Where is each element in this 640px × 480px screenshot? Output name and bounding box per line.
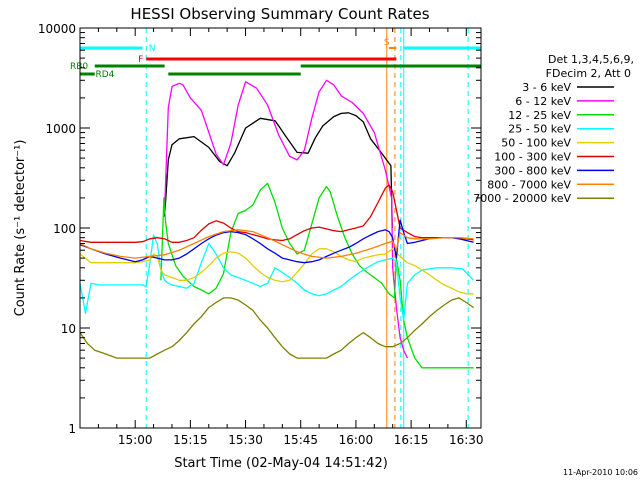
x-tick-label: 15:15 (173, 433, 208, 447)
legend-header-line-2: FDecim 2, Att 0 (546, 67, 631, 80)
series-line-100-300-kev (79, 184, 474, 243)
legend-label-7000-20000-kev: 7000 - 20000 keV (473, 192, 571, 205)
x-tick-label: 15:30 (228, 433, 263, 447)
y-tick-label: 1 (68, 422, 76, 436)
x-axis-label: Start Time (02-May-04 14:51:42) (174, 456, 388, 471)
generation-timestamp: 11-Apr-2010 10:06 (563, 468, 638, 477)
series-line-50-100-kev (79, 248, 474, 295)
legend-header-line-1: Det 1,3,4,5,6,9, (548, 53, 634, 66)
series-line-7000-20000-kev (79, 297, 474, 359)
x-tick-label: 15:45 (283, 433, 318, 447)
legend-label-3-6-kev: 3 - 6 keV (522, 81, 571, 94)
y-tick-label: 10 (61, 322, 76, 336)
series-line-25-50-kev (79, 234, 475, 321)
y-axis-label: Count Rate (s⁻¹ detector⁻¹) (13, 140, 28, 317)
x-tick-label: 16:15 (394, 433, 429, 447)
state-label-f: F (138, 55, 143, 65)
y-tick-label: 100 (53, 222, 76, 236)
legend-label-800-7000-kev: 800 - 7000 keV (487, 178, 571, 191)
axis-layer: 15:00 15:15 15:30 15:45 16:00 16:15 16:30 1 10 10… (38, 22, 484, 447)
state-label-s: S (384, 38, 390, 48)
legend-label-25-50-kev: 25 - 50 keV (508, 123, 571, 136)
legend-label-6-12-kev: 6 - 12 keV (515, 95, 571, 108)
state-label-rb0: RB0 (70, 62, 88, 72)
series-line-300-800-kev (79, 219, 474, 264)
chart-title: HESSI Observing Summary Count Rates (130, 5, 429, 23)
legend: Det 1,3,4,5,6,9, FDecim 2, Att 0 3 - 6 k… (473, 53, 634, 205)
state-label-rd4: RD4 (95, 70, 114, 80)
series-line-12-25-kev (160, 182, 474, 369)
series-line-800-7000-kev (79, 229, 474, 259)
y-tick-label: 10000 (38, 22, 76, 36)
state-label-n: N (149, 44, 156, 54)
legend-label-12-25-kev: 12 - 25 keV (508, 109, 571, 122)
x-tick-label: 16:30 (449, 433, 484, 447)
legend-label-100-300-kev: 100 - 300 keV (494, 151, 571, 164)
legend-label-50-100-kev: 50 - 100 keV (501, 137, 571, 150)
series-line-6-12-kev (163, 79, 408, 359)
legend-label-300-800-kev: 300 - 800 keV (494, 164, 571, 177)
plot-frame (79, 27, 482, 429)
series-line-3-6-kev (163, 112, 393, 229)
x-tick-label: 15:00 (118, 433, 153, 447)
x-tick-label: 16:00 (339, 433, 374, 447)
series-layer (79, 79, 475, 369)
annotation-layer: NF S RB0 RD4 (70, 28, 481, 428)
y-tick-label: 1000 (45, 122, 76, 136)
